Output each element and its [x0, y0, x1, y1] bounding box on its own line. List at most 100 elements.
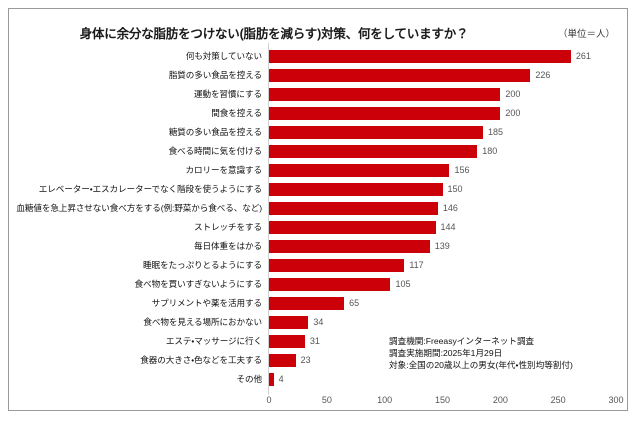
survey-period: 調査実施期間:2025年1月29日	[389, 348, 503, 358]
bar-container: 156	[269, 161, 629, 180]
x-axis-tick-label: 300	[608, 395, 624, 405]
table-row: 食器の大きさ・色などを工夫する 23	[9, 351, 629, 370]
x-axis-tick-label: 50	[321, 395, 332, 405]
bar-value-label: 146	[442, 203, 458, 213]
category-label: エレベーター・エスカレーターでなく階段を使うようにする	[38, 184, 262, 194]
bar-value-label: 139	[434, 241, 450, 251]
bar-value-label: 4	[278, 374, 284, 384]
bar-value-label: 117	[409, 260, 424, 270]
bar-value-label: 156	[454, 165, 470, 175]
x-axis-tick-label: 100	[377, 395, 393, 405]
category-label: エステ・マッサージに行く	[165, 336, 262, 346]
bar-value-label: 23	[300, 355, 311, 365]
bar-value-label: 226	[535, 70, 551, 80]
bar-value-label: 185	[487, 127, 503, 137]
category-label: カロリーを意識する	[185, 165, 263, 175]
category-label: 食べ物を見える場所におかない	[143, 317, 262, 327]
x-axis: 0 50 100 150 200 250 300	[266, 395, 629, 412]
bar	[269, 50, 571, 63]
x-axis-tick-label: 0	[266, 395, 272, 405]
category-label: 運動を習慣にする	[193, 89, 262, 99]
table-row: エレベーター・エスカレーターでなく階段を使うようにする 150	[9, 180, 629, 199]
category-label: サプリメントや薬を活用する	[151, 298, 263, 308]
x-axis-tick-label: 150	[434, 395, 451, 405]
plot-area: 何も対策していない 261 脂質の多い食品を控える 226 運動を習慣にする 200 間食を…	[9, 43, 629, 412]
bar-value-label: 261	[575, 51, 591, 61]
category-label: 食べる時間に気を付ける	[168, 146, 263, 156]
y-axis-line	[268, 43, 269, 395]
bar-container: 34	[269, 313, 629, 332]
bar	[269, 297, 345, 310]
bar-container: 4	[269, 370, 629, 389]
table-row: 血糖値を急上昇させない食べ方をする(例:野菜から食べる、など) 146	[9, 199, 629, 218]
table-row: カロリーを意識する 156	[9, 161, 629, 180]
bar-container: 144	[269, 218, 629, 237]
bar-value-label: 200	[505, 108, 521, 118]
bar-container: 65	[269, 294, 629, 313]
bar	[269, 240, 430, 253]
bar-container: 261	[269, 47, 629, 66]
table-row: サプリメントや薬を活用する 65	[9, 294, 629, 313]
bar	[269, 335, 305, 348]
category-label: その他	[236, 374, 263, 384]
bar-value-label: 34	[313, 317, 324, 327]
bar-container: 146	[269, 199, 629, 218]
bar-container: 226	[269, 66, 629, 85]
bar	[269, 69, 531, 82]
table-row: 食べる時間に気を付ける 180	[9, 142, 629, 161]
bar	[269, 164, 450, 177]
table-row: エステ・マッサージに行く 31	[9, 332, 629, 351]
category-label: 食べ物を買いすぎないようにする	[134, 279, 262, 289]
table-row: 間食を控える 200	[9, 104, 629, 123]
bar	[269, 259, 405, 272]
category-label: 脂質の多い食品を控える	[168, 70, 262, 80]
bar-container: 200	[269, 104, 629, 123]
table-row: 睡眠をたっぷりとるようにする 117	[9, 256, 629, 275]
bar-value-label: 31	[309, 336, 320, 346]
category-label: 食器の大きさ・色などを工夫する	[140, 355, 262, 365]
survey-methodology-note: 調査機関:Freeasyインターネット調査 調査実施期間:2025年1月29日 …	[389, 335, 573, 371]
bar-container: 139	[269, 237, 629, 256]
category-label: 糖質の多い食品を控える	[168, 127, 262, 137]
category-label: 血糖値を急上昇させない食べ方をする(例:野菜から食べる、など)	[16, 203, 262, 213]
bar-container: 185	[269, 123, 629, 142]
table-row: その他 4	[9, 370, 629, 389]
bar	[269, 316, 309, 329]
survey-agency: 調査機関:Freeasyインターネット調査	[389, 336, 535, 346]
bar	[269, 88, 501, 101]
table-row: ストレッチをする 144	[9, 218, 629, 237]
x-axis-tick-label: 250	[550, 395, 566, 405]
bar-container: 180	[269, 142, 629, 161]
table-row: 糖質の多い食品を控える 185	[9, 123, 629, 142]
table-row: 運動を習慣にする 200	[9, 85, 629, 104]
table-row: 何も対策していない 261	[9, 47, 629, 66]
survey-chart-card: 身体に余分な脂肪をつけない(脂肪を減らす)対策、何をしていますか？ （単位＝人）…	[8, 8, 628, 411]
bar-container: 200	[269, 85, 629, 104]
category-label: 何も対策していない	[185, 51, 262, 61]
x-axis-tick-label: 200	[492, 395, 508, 405]
bar-container: 23	[269, 351, 629, 370]
category-label: 睡眠をたっぷりとるようにする	[143, 260, 262, 270]
table-row: 食べ物を見える場所におかない 34	[9, 313, 629, 332]
bar	[269, 107, 501, 120]
category-label: 毎日体重をはかる	[194, 241, 262, 251]
category-label: 間食を控える	[211, 108, 262, 118]
bar	[269, 202, 438, 215]
bar-container: 150	[269, 180, 629, 199]
bar	[269, 278, 391, 291]
table-row: 脂質の多い食品を控える 226	[9, 66, 629, 85]
unit-note: （単位＝人）	[557, 29, 615, 40]
bar-value-label: 144	[440, 222, 456, 232]
bar	[269, 221, 436, 234]
page-title: 身体に余分な脂肪をつけない(脂肪を減らす)対策、何をしていますか？	[79, 27, 469, 41]
category-label: ストレッチをする	[194, 222, 262, 232]
bar	[269, 354, 296, 367]
table-row: 毎日体重をはかる 139	[9, 237, 629, 256]
bar-container: 31	[269, 332, 629, 351]
bar-value-label: 200	[505, 89, 521, 99]
bar-container: 117	[269, 256, 629, 275]
bar	[269, 145, 478, 158]
bar	[269, 373, 274, 386]
bar-value-label: 180	[482, 146, 498, 156]
bar-container: 105	[269, 275, 629, 294]
